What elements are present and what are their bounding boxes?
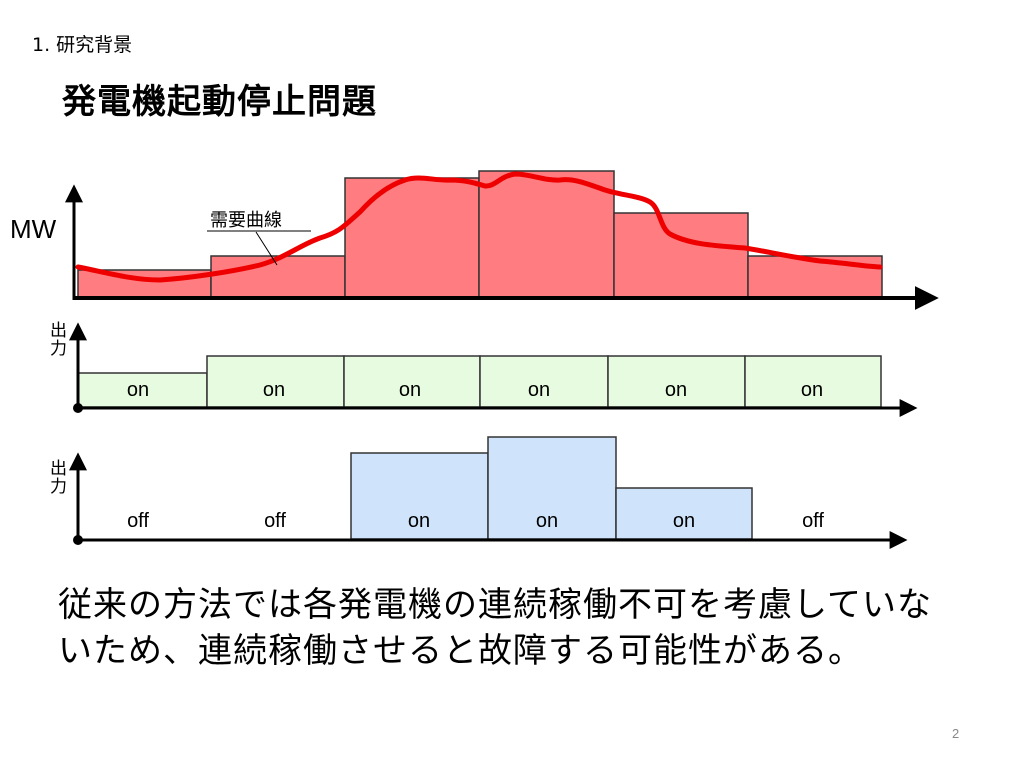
demand-block-1 [77,269,212,299]
panel-a-block-6 [744,355,882,408]
panel-a-origin-dot [73,403,83,413]
panel-a-block-2 [206,355,345,408]
y-axis-label: MW [10,214,57,244]
curve-label: 需要曲線 [210,210,282,230]
body-text: 従来の方法では各発電機の連続稼働不可を考慮していないため、連続稼働させると故障す… [58,585,932,671]
panel-a-state-3: on [399,379,421,401]
panel-b-state-4: on [536,510,558,532]
panel-a-state-4: on [528,379,550,401]
demand-block-3 [344,177,480,299]
panel-b-origin-dot [73,535,83,545]
section-label: 1. 研究背景 [32,34,133,56]
demand-chart: 需要曲線 [65,170,939,310]
panel-b-state-1: off [127,510,149,532]
panel-a-state-1: on [127,379,149,401]
panel-a-state-2: on [263,379,285,401]
panel-a-state-5: on [665,379,687,401]
panel-a-state-6: on [801,379,823,401]
panel-a-block-5 [607,355,746,408]
curve-callout-line [255,231,278,266]
panel-b-block-3 [350,452,489,540]
panel-b-output-label: 出力 [50,459,67,497]
demand-block-4 [478,170,615,299]
panel-b: off off on on on off [69,436,908,549]
demand-block-5 [613,212,749,299]
panel-b-state-2: off [264,510,286,532]
panel-b-state-3: on [408,510,430,532]
panel-b-block-5 [615,487,753,540]
slide-title: 発電機起動停止問題 [62,82,377,122]
panel-b-block-4 [487,436,617,540]
panel-a-output-label: 出力 [50,321,67,359]
panel-b-state-5: on [673,510,695,532]
demand-block-2 [210,255,346,299]
panel-a: on on on on on on [69,322,918,417]
panel-b-state-6: off [802,510,824,532]
demand-curve [75,171,883,283]
page-number: 2 [952,726,960,741]
